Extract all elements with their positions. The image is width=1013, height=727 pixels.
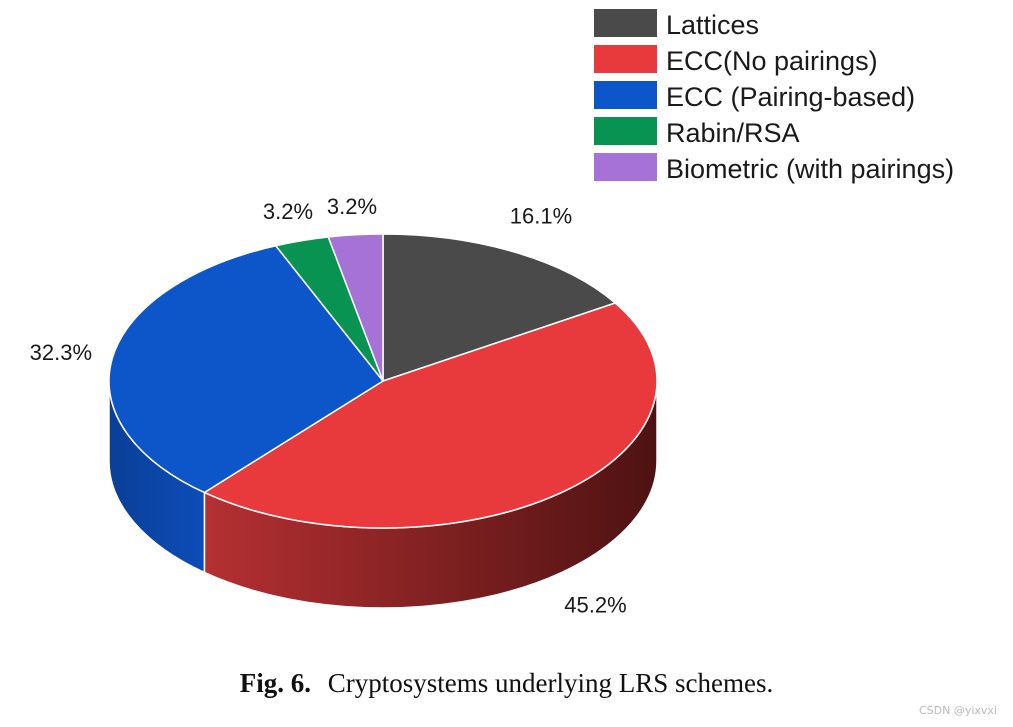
slice-label-ecc-pairing-based: 32.3% <box>30 340 92 365</box>
legend-label-ecc-no-pairings: ECC(No pairings) <box>666 46 878 76</box>
figure-caption-text: Cryptosystems underlying LRS schemes. <box>327 668 774 698</box>
legend-swatch-ecc-no-pairings <box>594 45 657 73</box>
legend-swatch-rabin-rsa <box>594 117 657 145</box>
figure-caption: Fig. 6. Cryptosystems underlying LRS sch… <box>0 668 1013 699</box>
slice-label-rabin-rsa: 3.2% <box>263 199 313 224</box>
slice-ecc-no-pairings <box>203 302 658 529</box>
slice-label-ecc-no-pairings: 45.2% <box>564 592 626 617</box>
watermark: CSDN @yixvxi <box>918 704 997 717</box>
pie-slices <box>108 233 658 529</box>
legend-swatch-lattices <box>594 9 657 37</box>
legend-label-lattices: Lattices <box>666 10 759 40</box>
legend-label-ecc-pairing-based: ECC (Pairing-based) <box>666 82 915 112</box>
legend: Lattices ECC(No pairings) ECC (Pairing-bas… <box>594 9 954 184</box>
slice-lattices <box>382 233 617 382</box>
figure-number: Fig. 6. <box>239 668 311 698</box>
legend-swatch-ecc-pairing-based <box>594 81 657 109</box>
slice-labels: 16.1% 45.2% 32.3% 3.2% 3.2% <box>30 194 627 617</box>
slice-label-lattices: 16.1% <box>510 204 572 229</box>
slice-biometric-with-pairings <box>327 233 384 382</box>
slice-ecc-pairing-based <box>108 244 384 494</box>
legend-label-rabin-rsa: Rabin/RSA <box>666 118 800 148</box>
slice-label-biometric-with-pairings: 3.2% <box>327 194 377 219</box>
legend-swatch-biometric-with-pairings <box>594 153 657 181</box>
legend-label-biometric-with-pairings: Biometric (with pairings) <box>666 154 954 184</box>
